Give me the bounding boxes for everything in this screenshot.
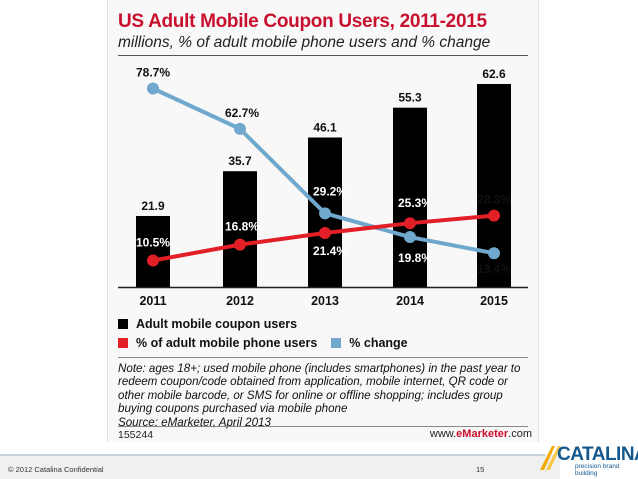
change-label-2011: 78.7% [136, 66, 170, 80]
legend-label-share: % of adult mobile phone users [136, 335, 318, 350]
x-tick-label-2015: 2015 [480, 294, 508, 308]
bar-label-2012: 35.7 [228, 154, 252, 168]
change-point-2014 [404, 231, 416, 244]
site-brand: eMarketer [456, 428, 509, 440]
chart-note: Note: ages 18+; used mobile phone (inclu… [118, 357, 528, 429]
share-label-2014: 25.3% [398, 196, 432, 210]
x-tick-label-2014: 2014 [396, 294, 424, 308]
legend-swatch-change [331, 337, 342, 348]
bar-2011 [136, 215, 170, 287]
x-tick-label-2011: 2011 [139, 294, 166, 308]
legend-row-lines: % of adult mobile phone users % change [118, 333, 408, 352]
x-tick-label-2012: 2012 [226, 294, 254, 308]
chart-title: US Adult Mobile Coupon Users, 2011-2015 [118, 11, 487, 32]
catalina-logo-icon [540, 446, 561, 470]
bar-label-2013: 46.1 [313, 121, 337, 135]
share-point-2012 [234, 238, 246, 251]
change-point-2013 [319, 207, 331, 220]
share-point-2014 [404, 217, 416, 230]
bar-2014 [393, 107, 427, 287]
site-prefix: www. [429, 428, 457, 440]
share-point-2011 [147, 254, 159, 267]
title-divider [118, 55, 528, 56]
share-label-2013: 21.4% [313, 244, 347, 258]
x-tick-label-2013: 2013 [311, 294, 339, 308]
site-suffix: .com [508, 428, 532, 440]
share-label-2012: 16.8% [225, 220, 259, 234]
change-label-2012: 62.7% [225, 106, 259, 120]
legend-row-bars: Adult mobile coupon users [118, 314, 408, 333]
change-label-2014: 19.8% [398, 251, 432, 265]
share-label-2015: 28.3% [477, 193, 511, 207]
slide-footer-band [0, 454, 560, 479]
bar-label-2011: 21.9 [141, 199, 165, 213]
legend-swatch-share [118, 337, 128, 348]
share-point-2015 [488, 209, 500, 222]
bar-label-2015: 62.6 [482, 67, 506, 81]
change-label-2013: 29.2% [313, 184, 347, 198]
chart-id: 155244 [118, 429, 154, 441]
change-label-2015: 13.4% [477, 262, 511, 276]
emarketer-link[interactable]: www.eMarketer.com [430, 428, 532, 440]
bar-label-2014: 55.3 [398, 91, 422, 105]
note-text: Note: ages 18+; used mobile phone (inclu… [118, 362, 521, 416]
logo-wordmark: CATALINA [557, 444, 638, 465]
share-point-2013 [319, 227, 331, 240]
bar-2012 [223, 171, 257, 287]
footer-divider [118, 426, 528, 427]
change-point-2015 [488, 247, 500, 260]
chart-subtitle: millions, % of adult mobile phone users … [118, 34, 491, 51]
confidential-notice: © 2012 Catalina Confidential [8, 465, 104, 474]
page-number: 15 [476, 465, 485, 474]
legend-label-bars: Adult mobile coupon users [136, 316, 298, 331]
legend-swatch-bars [118, 318, 128, 329]
share-label-2011: 10.5% [136, 236, 170, 250]
legend: Adult mobile coupon users % of adult mob… [118, 314, 408, 352]
logo-tagline: precision brand building [575, 463, 620, 477]
slide-footer-rule [0, 454, 545, 456]
legend-label-change: % change [349, 335, 408, 350]
source-text: Source: eMarketer, April 2013 [118, 415, 271, 429]
change-point-2011 [147, 82, 159, 95]
change-point-2012 [234, 122, 246, 135]
